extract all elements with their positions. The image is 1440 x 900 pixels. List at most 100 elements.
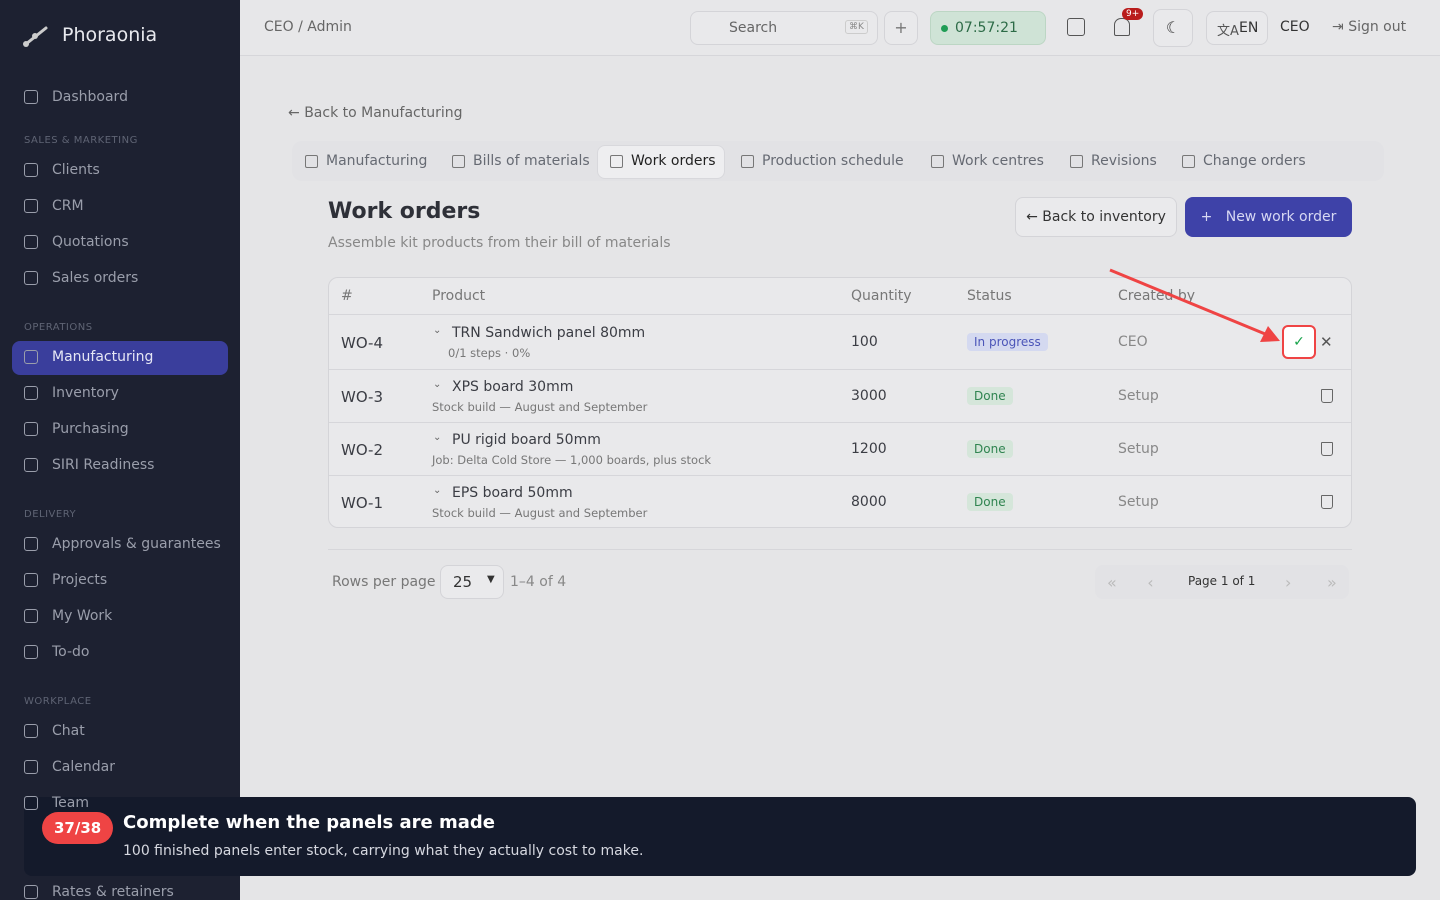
page-indicator: Page 1 of 1 xyxy=(1188,574,1256,588)
back-link[interactable]: ← Back to Manufacturing xyxy=(288,105,463,121)
nav-item[interactable]: Dashboard xyxy=(24,89,128,105)
product-name: EPS board 50mm xyxy=(452,485,573,501)
tab[interactable]: Change orders xyxy=(1182,150,1306,172)
theme-toggle[interactable]: ☾ xyxy=(1153,9,1193,47)
nav-item[interactable]: Purchasing xyxy=(24,421,129,437)
expand-icon[interactable]: ⌄ xyxy=(433,485,442,496)
tab[interactable]: Manufacturing xyxy=(305,150,427,172)
product-name: PU rigid board 50mm xyxy=(452,432,601,448)
tour-body: 100 finished panels enter stock, carryin… xyxy=(123,843,644,859)
nav-item[interactable]: Manufacturing xyxy=(24,349,153,365)
expand-icon[interactable]: ⌄ xyxy=(433,379,442,390)
column-header: Created by xyxy=(1118,288,1196,304)
timer-dot xyxy=(941,25,948,32)
created-by: Setup xyxy=(1118,494,1159,510)
tab-label: Production schedule xyxy=(762,153,904,169)
nav-active-bg xyxy=(12,341,228,375)
tab[interactable]: Work centres xyxy=(931,150,1044,172)
nav-label: Approvals & guarantees xyxy=(52,536,221,552)
work-order-id: WO-3 xyxy=(341,388,384,406)
quantity: 1200 xyxy=(851,441,887,457)
search-placeholder: Search xyxy=(729,20,778,36)
sign-out[interactable]: ⇥ Sign out xyxy=(1332,19,1407,35)
rows-per-page-value: 25 xyxy=(453,573,473,591)
brand: Phoraonia xyxy=(62,24,158,46)
nav-item[interactable]: To-do xyxy=(24,644,90,660)
nav-item[interactable]: Approvals & guarantees xyxy=(24,536,221,552)
nav-item[interactable]: Rates & retainers xyxy=(24,884,174,900)
language-code: EN xyxy=(1239,20,1259,36)
tour-title: Complete when the panels are made xyxy=(123,812,495,833)
cancel-button[interactable]: ✕ xyxy=(1320,333,1333,351)
column-header: Quantity xyxy=(851,288,912,304)
search-box[interactable]: Search ⌘K xyxy=(690,11,878,45)
status-badge: Done xyxy=(967,387,1013,405)
product-detail: Stock build — August and September xyxy=(432,506,648,520)
language[interactable]: 文A EN xyxy=(1206,11,1268,45)
nav-item[interactable]: Inventory xyxy=(24,385,119,401)
tab-label: Change orders xyxy=(1203,153,1306,169)
nav-label: Projects xyxy=(52,572,108,588)
tour-banner: 37/38 Complete when the panels are made … xyxy=(24,797,1416,876)
tour-arrow xyxy=(1109,268,1280,342)
nav-item[interactable]: Team xyxy=(24,795,89,811)
back-to-inventory-button[interactable]: ← Back to inventory xyxy=(1015,197,1177,237)
nav-item[interactable]: CRM xyxy=(24,198,84,214)
nav-item[interactable]: Projects xyxy=(24,572,107,588)
sign-out-label: Sign out xyxy=(1348,19,1407,35)
rows-per-page-select[interactable]: 25 ▼ xyxy=(440,565,504,599)
nav-item[interactable]: Clients xyxy=(24,162,100,178)
row-divider xyxy=(329,369,1351,370)
add-button[interactable]: + xyxy=(884,11,918,45)
user[interactable]: CEO xyxy=(1280,19,1310,35)
column-header: # xyxy=(341,288,353,304)
quantity: 8000 xyxy=(851,494,887,510)
nav-label: Quotations xyxy=(52,234,129,250)
calendar-icon[interactable] xyxy=(1067,18,1085,36)
delete-button[interactable] xyxy=(1321,495,1333,509)
tab[interactable]: Bills of materials xyxy=(452,150,590,172)
status-badge: In progress xyxy=(967,333,1048,351)
tab[interactable]: Revisions xyxy=(1070,150,1157,172)
table xyxy=(328,277,1352,528)
nav-label: Sales orders xyxy=(52,270,139,286)
nav-label: My Work xyxy=(52,608,113,624)
nav-label: CRM xyxy=(52,198,84,214)
tab[interactable]: Production schedule xyxy=(741,150,904,172)
nav-item[interactable]: SIRI Readiness xyxy=(24,457,154,473)
created-by: CEO xyxy=(1118,334,1148,350)
quantity: 3000 xyxy=(851,388,887,404)
delete-button[interactable] xyxy=(1321,442,1333,456)
tab-label: Manufacturing xyxy=(326,153,428,169)
bell-icon[interactable] xyxy=(1114,18,1130,36)
logo xyxy=(23,26,48,47)
work-order-id: WO-4 xyxy=(341,334,384,352)
nav-item[interactable]: Quotations xyxy=(24,234,129,250)
notification-count: 9+ xyxy=(1122,8,1144,20)
expand-icon[interactable]: ⌄ xyxy=(433,432,442,443)
expand-icon[interactable]: ⌄ xyxy=(433,325,442,336)
tab-label: Work orders xyxy=(631,153,716,169)
nav-label: Chat xyxy=(52,723,85,739)
shortcut: ⌘K xyxy=(845,20,868,34)
topbar: CEO / Admin Search ⌘K + 07:57:21 9+ ☾ 文A… xyxy=(240,0,1440,56)
timer[interactable]: 07:57:21 xyxy=(930,11,1046,45)
nav-item[interactable]: Calendar xyxy=(24,759,115,775)
product-detail: 0/1 steps · 0% xyxy=(448,346,531,360)
nav-item[interactable]: Sales orders xyxy=(24,270,138,286)
breadcrumb: CEO / Admin xyxy=(264,19,352,35)
nav-item[interactable]: My Work xyxy=(24,608,112,624)
nav-label: Manufacturing xyxy=(52,349,154,365)
delete-button[interactable] xyxy=(1321,389,1333,403)
new-work-order-button[interactable]: + New work order xyxy=(1185,197,1352,237)
nav-label: To-do xyxy=(52,644,90,660)
tab-bar xyxy=(292,141,1384,181)
page-subtitle: Assemble kit products from their bill of… xyxy=(328,235,671,251)
nav-label: Calendar xyxy=(52,759,115,775)
product-name: TRN Sandwich panel 80mm xyxy=(452,325,646,341)
tab[interactable]: Work orders xyxy=(610,150,716,172)
nav-item[interactable]: Chat xyxy=(24,723,85,739)
complete-button[interactable]: ✓ xyxy=(1282,325,1316,359)
nav-label: Team xyxy=(52,795,90,811)
